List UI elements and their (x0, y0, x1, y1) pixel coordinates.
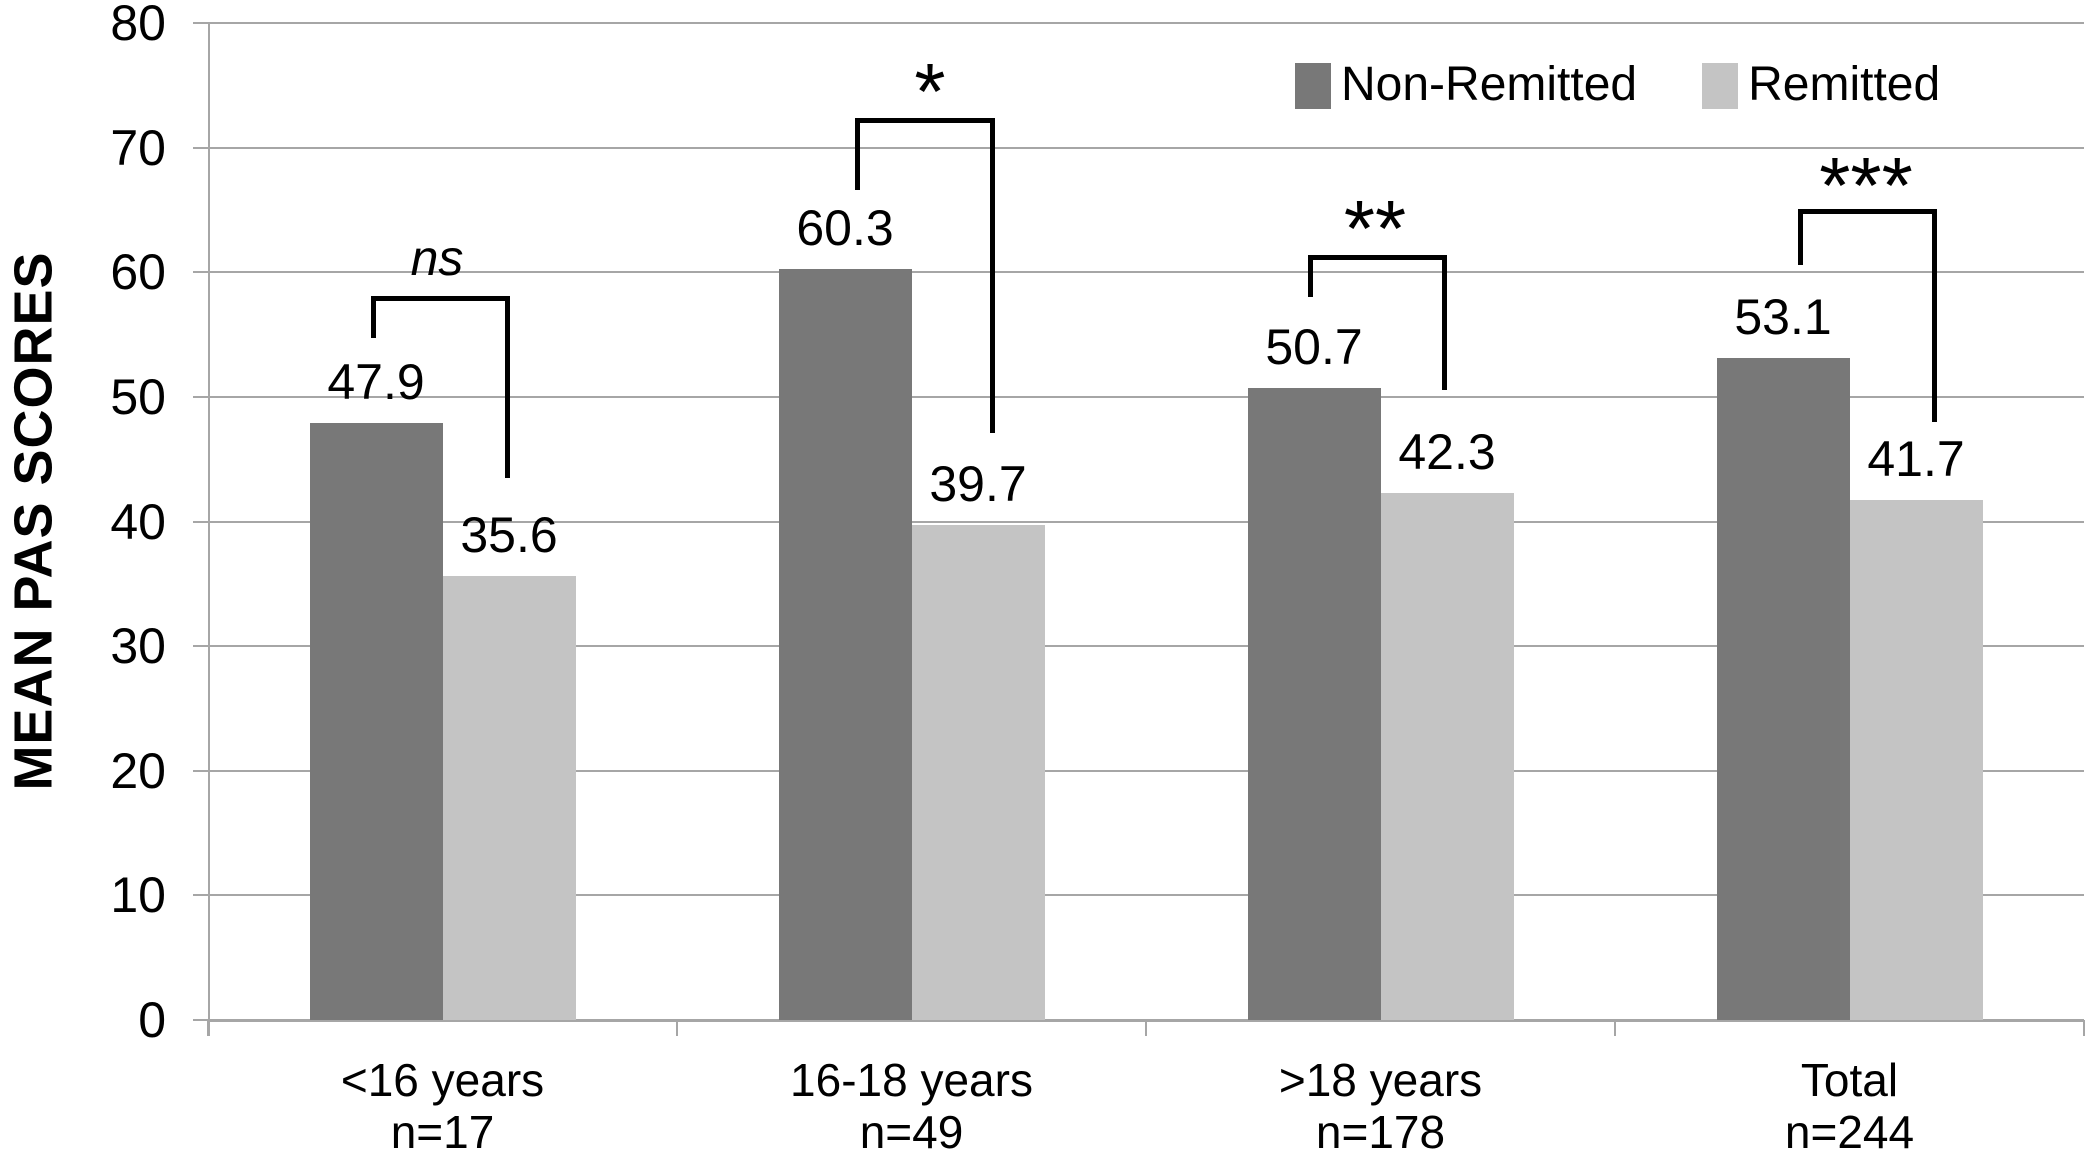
x-category-label-3: >18 years n=178 (1146, 1054, 1615, 1158)
gridline-30 (208, 645, 2084, 648)
category-name: 16-18 years (790, 1054, 1033, 1106)
x-tick-1 (676, 1020, 678, 1036)
sig-bracket-2-right (990, 118, 995, 433)
bar-non-remitted-1 (309, 423, 443, 1020)
value-label-remitted-1: 35.6 (460, 507, 558, 564)
y-tick-20 (193, 769, 208, 772)
sig-bracket-4-right (1932, 209, 1937, 422)
legend: Non-Remitted Remitted (1295, 55, 1940, 115)
bar-remitted-4 (1849, 500, 1983, 1020)
bar-non-remitted-3 (1247, 388, 1381, 1020)
y-tick-label-60: 60 (110, 244, 166, 301)
gridline-70 (208, 146, 2084, 149)
y-tick-label-80: 80 (110, 0, 166, 51)
sig-bracket-3-left (1308, 255, 1313, 297)
sig-bracket-2-left (855, 118, 860, 190)
category-n-count: n=178 (1315, 1106, 1446, 1158)
sig-label-4: *** (1819, 141, 1913, 230)
y-tick-30 (193, 645, 208, 648)
gridline-20 (208, 769, 2084, 772)
legend-label-non-remitted: Non-Remitted (1341, 58, 1638, 111)
sig-bracket-1-left (371, 296, 376, 338)
x-tick-0 (207, 1020, 209, 1036)
sig-bracket-4-left (1798, 209, 1803, 265)
sig-bracket-3-right (1442, 255, 1447, 390)
y-tick-label-70: 70 (110, 119, 166, 176)
y-axis-line (208, 23, 210, 1036)
y-tick-label-10: 10 (110, 867, 166, 924)
sig-bracket-1-top (371, 296, 510, 301)
gridline-60 (208, 271, 2084, 274)
legend-item-remitted: Remitted (1702, 55, 1940, 115)
x-tick-2 (1145, 1020, 1147, 1036)
value-label-non-remitted-1: 47.9 (327, 354, 425, 411)
bar-non-remitted-4 (1716, 358, 1850, 1020)
x-category-label-4: Total n=244 (1615, 1054, 2084, 1158)
sig-bracket-4-top (1798, 209, 1937, 214)
value-label-remitted-4: 41.7 (1867, 431, 1965, 488)
legend-swatch-remitted (1702, 63, 1739, 109)
gridline-10 (208, 894, 2084, 897)
sig-label-2: * (914, 47, 946, 136)
bar-non-remitted-2 (778, 268, 912, 1020)
bar-remitted-2 (911, 525, 1045, 1020)
x-tick-3 (1614, 1020, 1616, 1036)
value-label-non-remitted-4: 53.1 (1734, 289, 1832, 346)
y-tick-10 (193, 894, 208, 897)
gridline-40 (208, 520, 2084, 523)
category-n-count: n=244 (1784, 1106, 1915, 1158)
value-label-non-remitted-2: 60.3 (796, 199, 894, 256)
bar-remitted-3 (1380, 492, 1514, 1020)
category-n-count: n=49 (859, 1106, 964, 1158)
sig-label-3: ** (1343, 184, 1407, 273)
gridline-50 (208, 395, 2084, 398)
sig-bracket-1-right (505, 296, 510, 478)
y-tick-70 (193, 146, 208, 149)
y-tick-40 (193, 520, 208, 523)
y-tick-60 (193, 271, 208, 274)
x-category-label-2: 16-18 years n=49 (677, 1054, 1146, 1158)
sig-bracket-3-top (1308, 255, 1447, 260)
sig-label-1: ns (410, 230, 464, 286)
y-tick-label-40: 40 (110, 493, 166, 550)
category-name: Total (1800, 1054, 1899, 1106)
value-label-remitted-2: 39.7 (929, 456, 1027, 513)
legend-label-remitted: Remitted (1748, 58, 1941, 111)
category-name: <16 years (340, 1054, 545, 1106)
y-tick-label-0: 0 (138, 992, 166, 1048)
value-label-remitted-3: 42.3 (1398, 423, 1496, 480)
y-tick-label-30: 30 (110, 618, 166, 675)
category-n-count: n=17 (390, 1106, 495, 1158)
y-tick-80 (193, 22, 208, 24)
y-tick-50 (193, 395, 208, 398)
y-tick-0 (193, 1019, 208, 1021)
bar-remitted-1 (442, 576, 576, 1020)
y-tick-label-50: 50 (110, 368, 166, 425)
sig-bracket-2-top (855, 118, 995, 123)
x-category-label-1: <16 years n=17 (208, 1054, 677, 1158)
y-tick-label-20: 20 (110, 742, 166, 799)
legend-item-non-remitted: Non-Remitted (1295, 55, 1637, 115)
legend-swatch-non-remitted (1295, 63, 1331, 109)
category-name: >18 years (1278, 1054, 1483, 1106)
gridline-80 (208, 22, 2084, 24)
x-tick-4 (2083, 1020, 2085, 1036)
value-label-non-remitted-3: 50.7 (1265, 319, 1363, 376)
